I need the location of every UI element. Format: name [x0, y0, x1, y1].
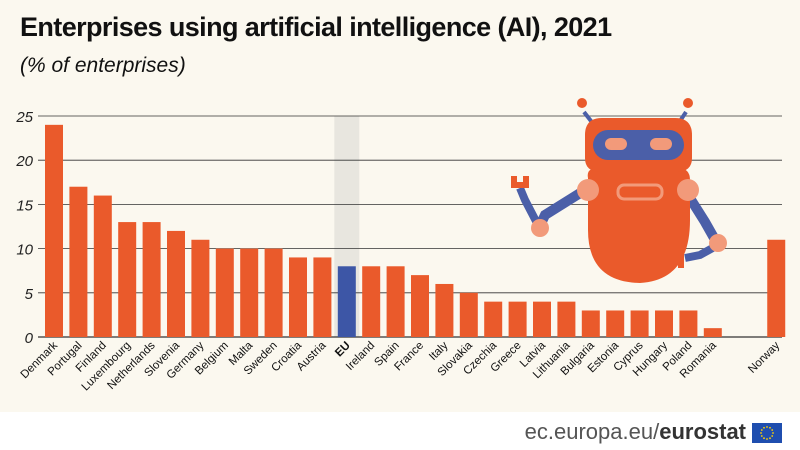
y-tick-label: 5: [25, 286, 34, 303]
bar-eu: [337, 266, 356, 337]
robot-body: [587, 168, 690, 283]
bar-bulgaria: [581, 310, 600, 337]
robot-illustration: [511, 98, 727, 283]
robot-claw-left: [511, 176, 529, 188]
y-tick-label: 15: [16, 197, 33, 214]
bar-austria: [313, 257, 332, 337]
robot-eye-right: [650, 138, 672, 150]
bar-chart: 0510152025DenmarkPortugalFinlandLuxembou…: [15, 98, 786, 393]
y-tick-label: 20: [15, 153, 33, 170]
flag-star: [760, 432, 762, 434]
bar-italy: [435, 283, 454, 337]
source-brand: eurostat: [659, 419, 746, 444]
flag-star: [766, 426, 768, 428]
x-tick-label-norway: Norway: [746, 339, 782, 375]
bar-norway: [767, 239, 786, 337]
robot-visor: [593, 130, 684, 160]
bar-lithuania: [557, 301, 576, 337]
chart-subtitle: (% of enterprises): [20, 54, 186, 77]
chart-panel: 0 5 10 15 20 25 Denmark Portugal Finland Luxembou…: [0, 0, 800, 412]
flag-star: [760, 435, 763, 437]
bar-malta: [240, 248, 259, 337]
bar-belgium: [215, 248, 234, 337]
bar-czechia: [484, 301, 503, 337]
robot-shoulder-right: [677, 179, 699, 201]
robot-antenna-tip-left: [577, 98, 587, 108]
bar-romania: [703, 328, 722, 337]
bar-sweden: [264, 248, 283, 337]
x-tick-label-eu: EU: [333, 340, 353, 360]
bar-portugal: [69, 186, 88, 337]
robot-joint-right: [709, 234, 727, 252]
bar-slovenia: [167, 230, 185, 337]
bar-denmark: [45, 124, 63, 337]
bar-latvia: [533, 301, 551, 337]
flag-star: [769, 437, 771, 440]
flag-star: [772, 432, 774, 434]
flag-star: [766, 438, 768, 440]
eu-flag-icon: [752, 423, 782, 443]
robot-antenna-tip-right: [683, 98, 693, 108]
source-link[interactable]: ec.europa.eu/eurostat: [525, 419, 746, 445]
y-tick-label: 25: [15, 109, 33, 126]
bar-greece: [508, 301, 527, 337]
bar-hungary: [655, 310, 673, 337]
bar-germany: [191, 239, 210, 337]
bar-finland: [93, 195, 112, 337]
flag-star: [763, 426, 765, 429]
flag-star: [760, 429, 763, 431]
bar-poland: [679, 310, 698, 337]
robot-joint-left: [531, 219, 549, 237]
flag-star: [763, 437, 765, 440]
robot-shoulder-left: [577, 179, 599, 201]
bar-cyprus: [630, 310, 649, 337]
bar-netherlands: [142, 222, 161, 337]
bar-spain: [386, 266, 405, 337]
y-tick-label: 0: [25, 330, 34, 347]
flag-star: [771, 429, 774, 431]
bar-france: [411, 275, 429, 337]
footer: ec.europa.eu/eurostat: [0, 412, 800, 450]
bar-luxembourg: [118, 222, 137, 337]
bar-estonia: [606, 310, 625, 337]
chart-title: Enterprises using artificial intelligenc…: [20, 12, 612, 42]
bar-ireland: [362, 266, 381, 337]
bar-slovakia: [459, 292, 478, 337]
bar-croatia: [289, 257, 307, 337]
flag-star: [771, 435, 774, 437]
source-prefix: ec.europa.eu/: [524, 419, 660, 444]
robot-forearm-left: [516, 186, 542, 227]
y-tick-label: 10: [16, 242, 33, 259]
robot-eye-left: [605, 138, 627, 150]
robot-chest-panel: [616, 183, 664, 201]
flag-star: [769, 426, 771, 429]
